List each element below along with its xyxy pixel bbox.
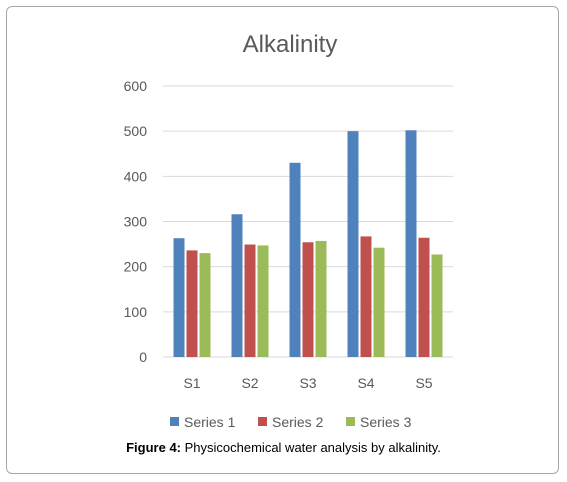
legend-swatch (346, 417, 355, 426)
y-tick-label: 0 (139, 349, 147, 365)
x-tick-label: S1 (183, 375, 200, 391)
bar-series-2-s1 (186, 250, 198, 357)
bar-series-2-s5 (418, 237, 430, 357)
y-tick-label: 200 (124, 259, 148, 275)
y-tick-label: 400 (124, 168, 148, 184)
figure-caption: Figure 4: Physicochemical water analysis… (0, 440, 567, 455)
chart-title: Alkalinity (243, 31, 338, 58)
y-tick-label: 100 (124, 304, 148, 320)
y-axis-tick-labels: 0 100 200 300 400 500 600 (124, 78, 148, 365)
y-tick-label: 300 (124, 214, 148, 230)
grid-lines (163, 85, 453, 358)
bar-series-2-s4 (360, 236, 372, 357)
x-axis-tick-labels: S1 S2 S3 S4 S5 (183, 375, 432, 391)
chart-frame (6, 6, 559, 474)
y-tick-label: 500 (124, 123, 148, 139)
legend: Series 1 Series 2 Series 3 (170, 414, 412, 430)
legend-swatch (170, 417, 179, 426)
bar-series-2-s3 (302, 242, 314, 357)
bar-series-3-s1 (199, 253, 211, 357)
x-tick-label: S2 (241, 375, 258, 391)
y-tick-label: 600 (124, 78, 148, 94)
caption-label: Figure 4: (126, 440, 182, 455)
bar-series-1-s2 (231, 214, 243, 357)
legend-label: Series 3 (360, 414, 412, 430)
bars (173, 130, 443, 357)
bar-series-1-s4 (347, 131, 359, 357)
x-tick-label: S3 (299, 375, 316, 391)
bar-series-1-s1 (173, 238, 185, 357)
caption-text: Physicochemical water analysis by alkali… (181, 440, 441, 455)
legend-label: Series 1 (184, 414, 236, 430)
legend-label: Series 2 (272, 414, 324, 430)
bar-series-3-s4 (373, 247, 385, 357)
x-tick-label: S4 (357, 375, 374, 391)
bar-series-3-s2 (257, 245, 269, 357)
bar-series-2-s2 (244, 244, 256, 357)
bar-series-1-s3 (289, 162, 301, 357)
bar-series-1-s5 (405, 130, 417, 357)
bar-series-3-s3 (315, 240, 327, 357)
x-tick-label: S5 (415, 375, 432, 391)
bar-series-3-s5 (431, 254, 443, 357)
legend-swatch (258, 417, 267, 426)
